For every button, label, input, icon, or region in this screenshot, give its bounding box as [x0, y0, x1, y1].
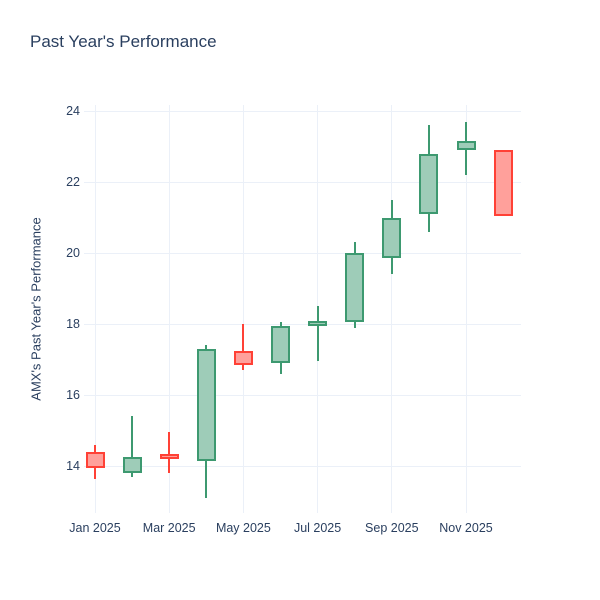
x-tick-label: Nov 2025: [439, 521, 493, 535]
candle-body-nov-2025[interactable]: [456, 141, 476, 151]
candle-upper-wick-oct-2025: [427, 125, 430, 154]
x-tick-label: Sep 2025: [365, 521, 419, 535]
candle-lower-wick-apr-2025: [205, 460, 208, 499]
x-gridline: [465, 105, 467, 513]
candle-lower-wick-feb-2025: [131, 473, 134, 477]
candle-lower-wick-mar-2025: [168, 459, 171, 474]
y-gridline: [84, 323, 521, 325]
y-tick-label: 24: [66, 103, 80, 118]
x-tick-label: Mar 2025: [142, 521, 196, 535]
candle-upper-wick-sep-2025: [390, 199, 393, 218]
candle-lower-wick-oct-2025: [427, 214, 430, 232]
y-gridline: [84, 394, 521, 396]
x-gridline: [391, 105, 393, 513]
candle-upper-wick-jul-2025: [316, 306, 319, 321]
candle-upper-wick-may-2025: [242, 324, 245, 351]
candle-body-jul-2025[interactable]: [308, 320, 328, 326]
x-gridline: [94, 105, 96, 513]
candle-body-feb-2025[interactable]: [122, 457, 142, 474]
candle-upper-wick-jan-2025: [94, 444, 96, 452]
candle-upper-wick-apr-2025: [205, 345, 208, 349]
x-tick-label: May 2025: [215, 521, 271, 535]
candle-body-oct-2025[interactable]: [419, 153, 439, 214]
candle-upper-wick-jun-2025: [279, 322, 282, 326]
candle-upper-wick-feb-2025: [131, 416, 134, 458]
candle-body-apr-2025[interactable]: [196, 348, 216, 461]
candle-body-jan-2025[interactable]: [85, 451, 105, 468]
candle-upper-wick-aug-2025: [353, 242, 356, 254]
y-tick-label: 16: [66, 387, 80, 402]
candle-lower-wick-aug-2025: [353, 322, 356, 328]
x-tick-label: Jan 2025: [69, 521, 121, 535]
x-tick-label: Jul 2025: [293, 521, 342, 535]
y-gridline: [84, 252, 521, 254]
candle-lower-wick-jan-2025: [94, 467, 96, 479]
candle-lower-wick-sep-2025: [390, 258, 393, 275]
candle-lower-wick-jul-2025: [316, 325, 319, 362]
y-tick-label: 22: [66, 174, 80, 189]
x-gridline: [168, 105, 170, 513]
candle-lower-wick-nov-2025: [465, 150, 467, 175]
y-tick-label: 14: [66, 458, 80, 473]
x-gridline: [242, 105, 244, 513]
candle-body-dec-2025[interactable]: [493, 150, 513, 216]
candle-body-may-2025[interactable]: [233, 350, 253, 365]
chart-title: Past Year's Performance: [30, 32, 217, 51]
plot-area[interactable]: [84, 105, 521, 513]
y-tick-label: 20: [66, 245, 80, 260]
y-gridline: [84, 110, 521, 112]
candle-lower-wick-may-2025: [242, 364, 245, 371]
candle-body-jun-2025[interactable]: [271, 325, 290, 364]
candle-body-sep-2025[interactable]: [382, 217, 402, 259]
y-gridline: [84, 465, 521, 467]
y-tick-label: 18: [66, 316, 80, 331]
candle-body-aug-2025[interactable]: [345, 253, 365, 323]
candle-body-mar-2025[interactable]: [159, 453, 179, 459]
candle-upper-wick-mar-2025: [168, 432, 171, 454]
candle-upper-wick-nov-2025: [465, 121, 467, 142]
candle-lower-wick-jun-2025: [279, 363, 282, 374]
y-gridline: [84, 181, 521, 183]
